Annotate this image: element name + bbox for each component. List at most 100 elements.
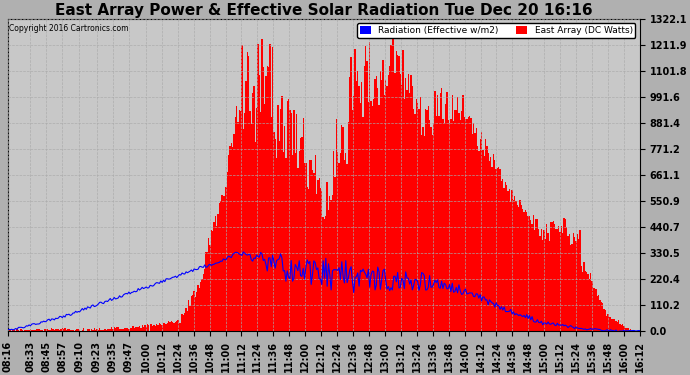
Bar [43, 331, 44, 332]
Bar [582, 272, 583, 332]
Bar [406, 90, 408, 332]
Bar [110, 329, 111, 332]
Bar [249, 111, 250, 332]
Bar [241, 45, 243, 332]
Bar [561, 226, 562, 332]
Title: East Array Power & Effective Solar Radiation Tue Dec 20 16:16: East Array Power & Effective Solar Radia… [55, 3, 593, 18]
Bar [67, 329, 68, 332]
Bar [346, 164, 348, 332]
Bar [526, 212, 527, 332]
Bar [402, 50, 404, 332]
Bar [279, 141, 280, 332]
Bar [457, 97, 458, 332]
Bar [488, 153, 489, 332]
Bar [437, 94, 438, 332]
Bar [204, 268, 206, 332]
Bar [506, 185, 507, 332]
Bar [269, 44, 270, 332]
Bar [547, 233, 549, 332]
Bar [429, 120, 431, 332]
Bar [117, 327, 119, 332]
Bar [55, 329, 57, 332]
Bar [591, 280, 593, 332]
Bar [114, 327, 115, 332]
Bar [388, 75, 389, 332]
Bar [339, 153, 341, 332]
Bar [385, 80, 386, 332]
Bar [635, 331, 637, 332]
Bar [405, 78, 406, 332]
Bar [135, 327, 136, 332]
Bar [620, 325, 622, 332]
Bar [391, 45, 392, 332]
Bar [329, 196, 331, 332]
Bar [609, 317, 610, 332]
Bar [199, 288, 200, 332]
Bar [217, 214, 219, 332]
Bar [319, 178, 320, 332]
Bar [542, 240, 544, 332]
Bar [384, 95, 385, 332]
Bar [215, 216, 216, 332]
Bar [570, 246, 571, 332]
Bar [95, 330, 97, 332]
Bar [380, 70, 381, 332]
Bar [446, 92, 448, 332]
Bar [66, 330, 67, 332]
Bar [309, 160, 310, 332]
Bar [489, 161, 490, 332]
Bar [270, 117, 272, 332]
Bar [498, 167, 500, 332]
Bar [312, 170, 313, 332]
Bar [147, 324, 148, 332]
Bar [546, 224, 547, 332]
Bar [382, 60, 384, 332]
Bar [533, 216, 534, 332]
Bar [581, 266, 582, 332]
Bar [431, 126, 432, 332]
Bar [224, 196, 226, 332]
Bar [335, 177, 336, 332]
Bar [34, 330, 35, 332]
Bar [7, 330, 8, 332]
Bar [555, 230, 557, 332]
Bar [518, 207, 520, 332]
Bar [58, 330, 59, 332]
Bar [623, 326, 624, 332]
Legend: Radiation (Effective w/m2), East Array (DC Watts): Radiation (Effective w/m2), East Array (… [357, 24, 635, 38]
Bar [455, 110, 457, 332]
Bar [445, 104, 446, 332]
Bar [597, 296, 598, 332]
Bar [290, 113, 292, 332]
Bar [293, 110, 295, 332]
Bar [167, 323, 168, 332]
Bar [535, 219, 537, 332]
Bar [181, 314, 183, 332]
Bar [112, 329, 114, 332]
Bar [306, 186, 308, 332]
Bar [544, 238, 546, 332]
Bar [317, 180, 319, 332]
Bar [316, 194, 317, 332]
Bar [263, 67, 264, 332]
Bar [618, 320, 619, 332]
Bar [332, 195, 333, 332]
Bar [256, 108, 257, 332]
Bar [557, 229, 558, 332]
Bar [27, 330, 28, 332]
Bar [77, 329, 78, 332]
Bar [549, 241, 550, 332]
Bar [534, 230, 535, 332]
Bar [187, 311, 188, 332]
Bar [50, 330, 51, 332]
Bar [321, 191, 322, 332]
Bar [71, 330, 72, 332]
Bar [574, 237, 575, 332]
Bar [453, 122, 454, 332]
Bar [376, 76, 377, 332]
Bar [266, 66, 268, 332]
Bar [378, 105, 380, 332]
Bar [64, 328, 66, 332]
Bar [252, 93, 253, 332]
Bar [195, 297, 196, 332]
